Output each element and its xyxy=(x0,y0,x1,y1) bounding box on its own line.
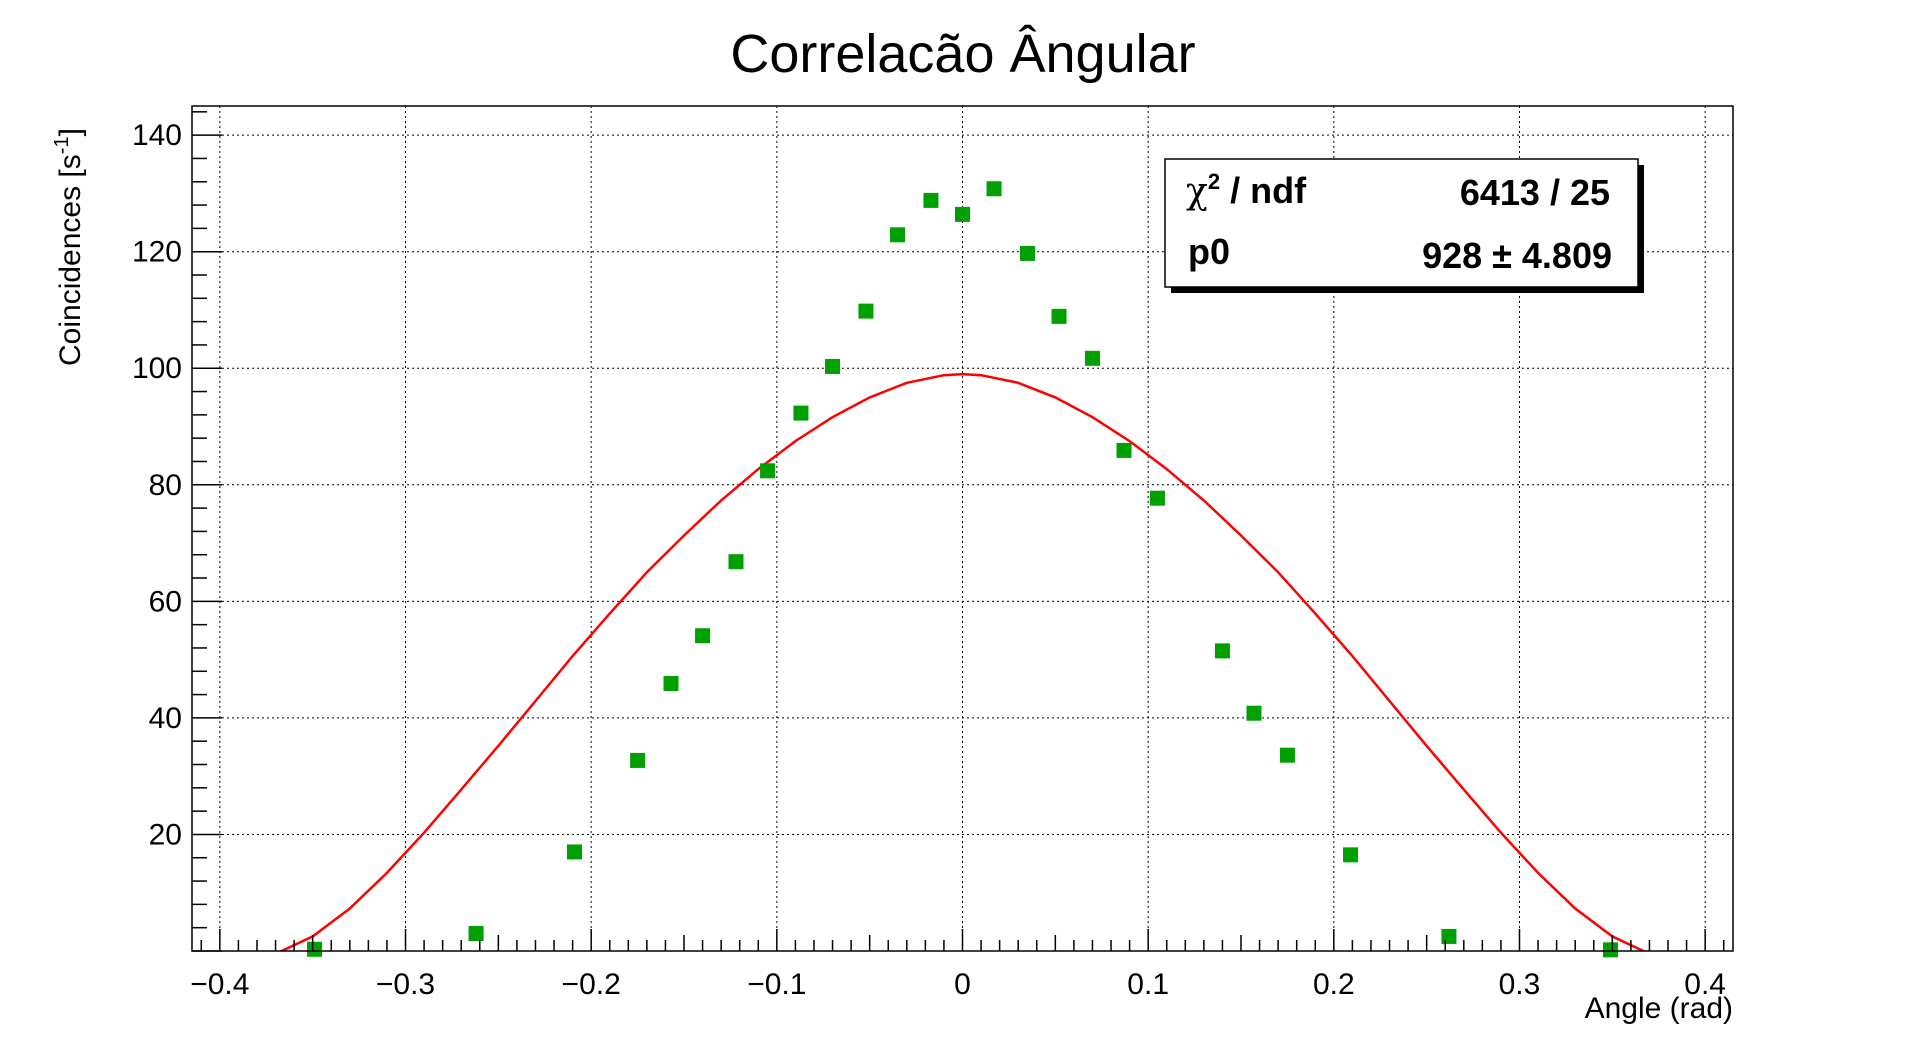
x-tick-label: 0.3 xyxy=(1499,968,1541,1001)
y-tick-labels: 20 40 60 80 100 120 140 xyxy=(132,119,182,851)
y-tick-label: 120 xyxy=(132,236,182,269)
y-tick-label: 20 xyxy=(149,818,182,851)
x-tick-label: −0.2 xyxy=(562,968,621,1001)
data-point xyxy=(986,181,1002,197)
x-axis-label: Angle (rad) xyxy=(1585,992,1733,1025)
x-tick-label: −0.3 xyxy=(376,968,435,1001)
y-tick-label: 140 xyxy=(132,119,182,152)
fit-curve xyxy=(278,372,1647,951)
data-point xyxy=(760,463,776,479)
y-axis-label: Coincidences [s-1] xyxy=(51,128,87,366)
data-point xyxy=(566,844,582,860)
data-point xyxy=(1343,847,1359,863)
data-points xyxy=(307,181,1618,958)
fit-curve-path xyxy=(278,372,1647,951)
y-tick-label: 40 xyxy=(149,702,182,735)
stats-row1-label-tail: / ndf xyxy=(1220,170,1307,211)
stats-row1-value: 6413 / 25 xyxy=(1460,172,1610,213)
y-tick-label: 100 xyxy=(132,352,182,385)
stats-chi-sup: 2 xyxy=(1208,169,1220,194)
x-tick-label: 0 xyxy=(954,968,971,1001)
data-point xyxy=(955,206,970,222)
data-point xyxy=(728,554,744,570)
stats-box-frame xyxy=(1164,158,1639,288)
x-tick-labels: −0.4 −0.3 −0.2 −0.1 0 0.1 0.2 0.3 0.4 xyxy=(190,968,1726,1001)
y-axis-label-tail: ] xyxy=(54,128,87,136)
chart-title: Correlacão Ângular xyxy=(730,24,1195,84)
data-point xyxy=(630,752,646,768)
stats-row2-label: p0 xyxy=(1188,231,1230,272)
y-axis-label-sup: -1 xyxy=(51,136,73,154)
x-tick-label: 0.2 xyxy=(1313,968,1355,1001)
data-point xyxy=(825,358,841,374)
data-point xyxy=(1214,643,1230,659)
data-point xyxy=(663,676,679,692)
data-point xyxy=(1602,942,1618,958)
data-point xyxy=(1246,705,1262,721)
y-axis-label-main: Coincidences [s xyxy=(54,154,87,366)
x-tick-label: 0.4 xyxy=(1684,968,1726,1001)
data-point xyxy=(1441,928,1457,944)
data-point xyxy=(858,303,874,319)
stats-chi-symbol: χ xyxy=(1186,171,1208,212)
data-point xyxy=(1051,308,1067,324)
stats-row1-label: χ2 / ndf xyxy=(1186,169,1307,212)
data-point xyxy=(890,227,906,243)
stats-row2-value: 928 ± 4.809 xyxy=(1422,235,1612,276)
data-point xyxy=(1116,442,1132,458)
x-tick-label: −0.1 xyxy=(747,968,806,1001)
data-point xyxy=(1149,490,1165,506)
y-tick-label: 60 xyxy=(149,585,182,618)
data-point xyxy=(468,926,484,942)
data-point xyxy=(307,941,323,957)
data-point xyxy=(1279,747,1295,763)
axis-ticks xyxy=(192,111,1725,952)
data-point xyxy=(1084,350,1100,366)
data-point xyxy=(793,405,809,421)
x-tick-label: −0.4 xyxy=(190,968,249,1001)
x-tick-label: 0.1 xyxy=(1127,968,1169,1001)
y-tick-label: 80 xyxy=(149,469,182,502)
data-point xyxy=(1019,245,1035,261)
stats-box: χ2 / ndf 6413 / 25 p0 928 ± 4.809 xyxy=(1164,158,1644,293)
data-point xyxy=(695,628,711,644)
data-point xyxy=(923,192,939,208)
